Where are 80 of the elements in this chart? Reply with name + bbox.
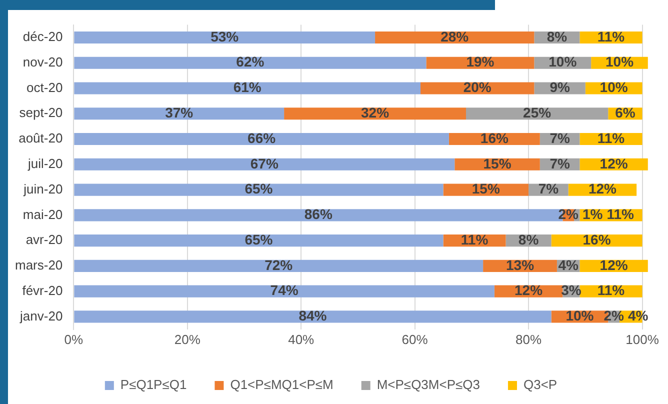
data-label: 37% (165, 104, 194, 120)
y-tick-label: août-20 (18, 130, 63, 146)
bar (375, 31, 534, 44)
legend-label: M<P≤Q3M<P≤Q3 (376, 377, 480, 392)
data-label: 84% (298, 308, 328, 324)
data-label: 15% (472, 180, 500, 197)
data-label: 32% (361, 104, 390, 120)
bar (74, 310, 552, 323)
data-label: 61% (233, 79, 262, 96)
bar (74, 285, 494, 298)
data-label: 20% (463, 79, 492, 96)
y-tick-label: févr-20 (22, 282, 63, 298)
y-tick-label: sept-20 (19, 105, 63, 120)
bar (74, 158, 455, 170)
bar (74, 184, 444, 196)
data-label: 28% (440, 28, 470, 44)
data-label: 13% (506, 256, 535, 273)
data-label: 10% (566, 308, 594, 324)
data-label: 67% (250, 155, 279, 172)
data-label: 7% (550, 130, 570, 146)
x-tick-label: 20% (174, 332, 201, 347)
data-label: 65% (244, 231, 274, 248)
data-label: 74% (270, 282, 299, 298)
data-label: 4% (558, 256, 580, 273)
data-label: 12% (514, 282, 544, 298)
y-tick-label: juin-20 (22, 181, 63, 196)
data-label: 19% (466, 54, 495, 70)
data-label: 11% (606, 206, 634, 222)
data-label: 11% (597, 282, 626, 298)
legend-label: Q1<P≤MQ1<P≤M (230, 377, 334, 392)
data-label: 53% (210, 28, 240, 44)
data-label: 11% (460, 231, 489, 248)
bar (284, 108, 466, 120)
data-label: 10% (606, 54, 634, 70)
data-label: 16% (480, 130, 509, 146)
x-tick-label: 40% (288, 332, 315, 347)
data-label: 1% (582, 206, 604, 222)
data-label: 8% (546, 28, 568, 44)
data-label: 11% (597, 28, 626, 44)
data-label: 25% (523, 104, 552, 120)
legend-label: Q3<P (523, 377, 558, 392)
data-label: 10% (548, 54, 578, 70)
data-label: 65% (244, 180, 274, 197)
y-tick-label: mars-20 (14, 258, 63, 273)
data-label: 11% (597, 130, 626, 146)
bar (74, 234, 444, 247)
x-tick-label: 0% (64, 332, 84, 347)
bar (74, 31, 376, 44)
y-tick-label: nov-20 (22, 54, 63, 70)
y-tick-label: mai-20 (22, 206, 63, 222)
data-label: 9% (550, 79, 570, 96)
bar (74, 108, 284, 120)
data-label: 8% (518, 231, 540, 248)
y-tick-label: avr-20 (26, 232, 63, 248)
y-tick-label: oct-20 (26, 80, 63, 95)
bar (74, 260, 484, 272)
data-label: 15% (483, 155, 512, 172)
data-label: 7% (538, 180, 560, 197)
data-label: 66% (248, 130, 276, 146)
y-tick-label: janv-20 (19, 308, 63, 324)
legend-label: P≤Q1P≤Q1 (120, 377, 187, 392)
bar (74, 82, 421, 94)
y-tick-label: juil-20 (26, 156, 63, 171)
data-label: 12% (600, 256, 628, 273)
data-label: 10% (600, 79, 628, 96)
data-label: 12% (600, 155, 628, 172)
data-label: 6% (615, 104, 636, 120)
y-tick-label: déc-20 (22, 29, 63, 44)
x-tick-label: 100% (626, 332, 660, 347)
data-label: 72% (264, 256, 294, 273)
data-label: 62% (236, 54, 265, 70)
data-label: 12% (588, 180, 618, 197)
x-tick-label: 60% (402, 332, 428, 347)
bar (74, 132, 449, 146)
x-tick-label: 80% (516, 332, 542, 347)
bar (74, 56, 426, 69)
data-label: 16% (582, 231, 612, 248)
bar (420, 82, 534, 94)
data-label: 7% (550, 155, 570, 172)
data-label: 86% (304, 206, 333, 222)
